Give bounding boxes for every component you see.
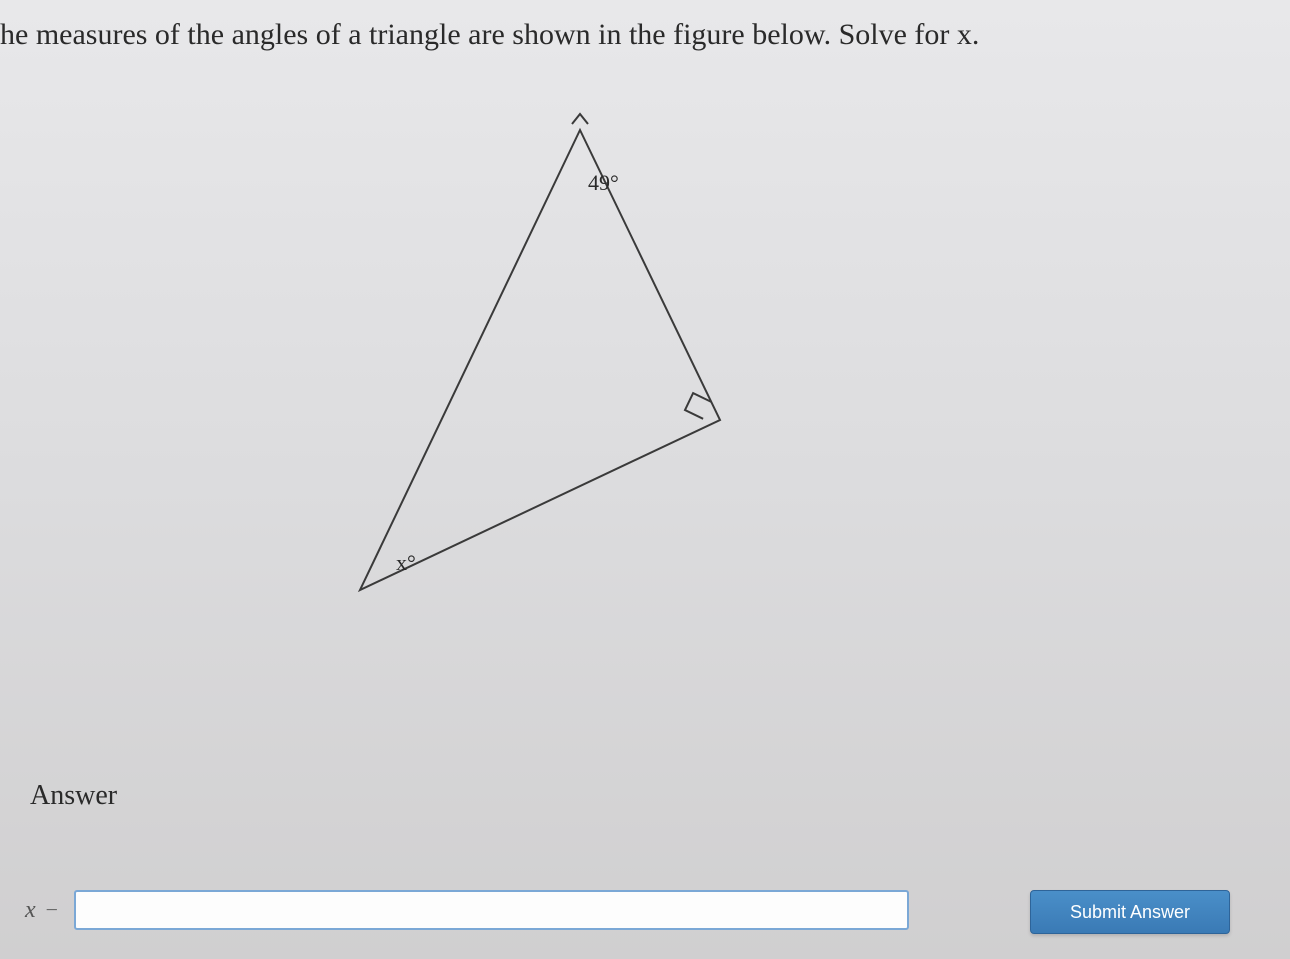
question-text: he measures of the angles of a triangle … [0,18,979,52]
triangle-outline [360,130,720,590]
content-area: he measures of the angles of a triangle … [0,0,1290,959]
equals-sign: − [46,897,58,923]
triangle-svg: 49° x° [320,110,840,610]
variable-label: x [25,897,36,924]
answer-heading: Answer [30,780,117,812]
submit-answer-button[interactable]: Submit Answer [1030,890,1230,934]
answer-input[interactable] [74,890,909,930]
right-angle-marker [685,393,711,419]
triangle-figure: 49° x° [320,110,840,610]
angle-top-label: 49° [588,170,619,195]
answer-input-row: x − [25,890,909,930]
apex-tick [572,114,588,124]
angle-left-label: x° [396,550,416,575]
